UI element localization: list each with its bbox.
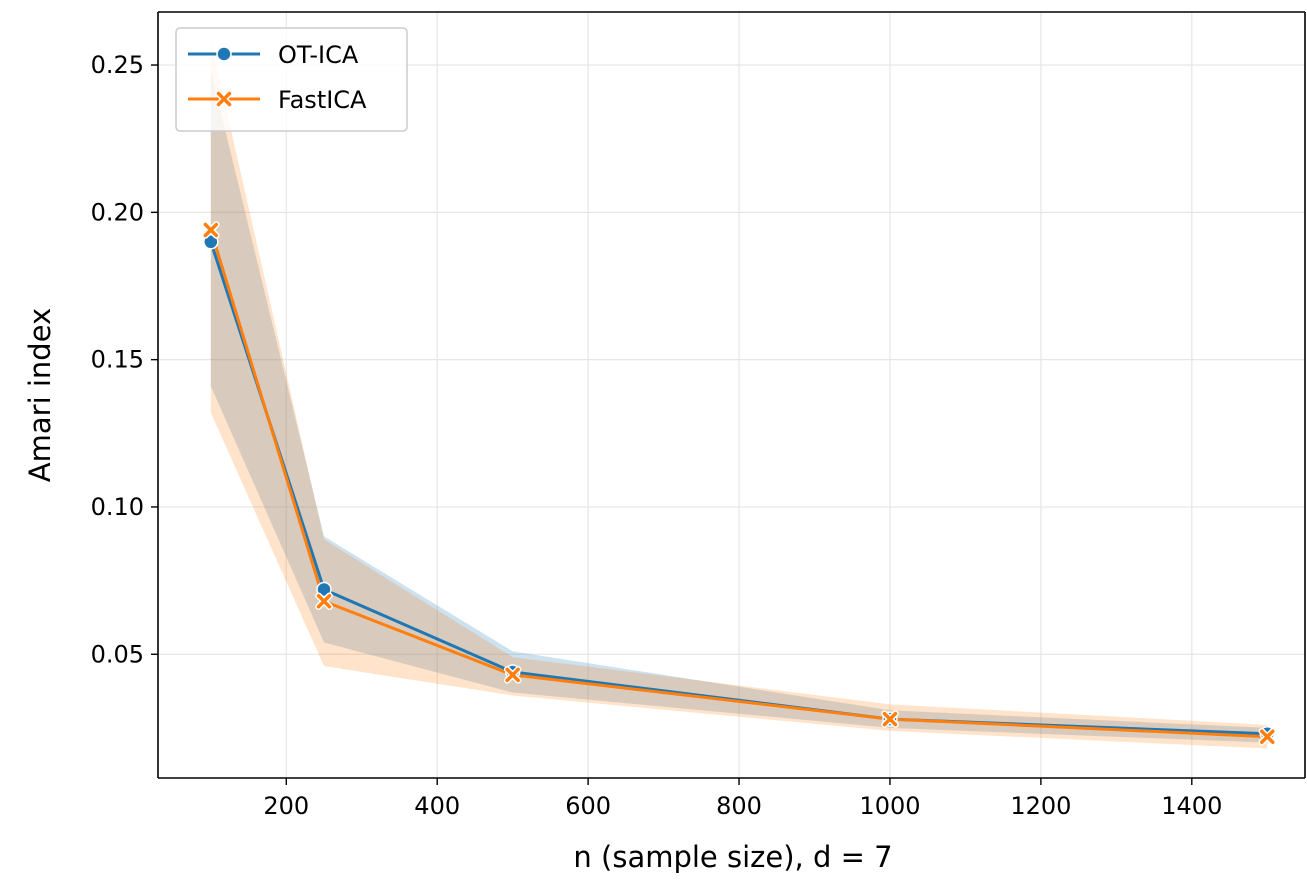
data-point-fastica bbox=[202, 221, 220, 239]
x-tick-label: 200 bbox=[263, 792, 309, 820]
legend-label: FastICA bbox=[278, 86, 367, 114]
legend-entry-fastica: FastICA bbox=[188, 86, 367, 114]
x-tick-label: 400 bbox=[414, 792, 460, 820]
legend: OT-ICA FastICA bbox=[175, 27, 408, 132]
legend-entry-ot-ica: OT-ICA bbox=[188, 41, 359, 69]
y-tick-label: 0.20 bbox=[91, 198, 144, 226]
y-tick-label: 0.05 bbox=[91, 640, 144, 668]
data-point-fastica bbox=[881, 710, 899, 728]
y-tick-label: 0.15 bbox=[91, 346, 144, 374]
x-tick-label: 1000 bbox=[859, 792, 920, 820]
x-axis-label: n (sample size), d = 7 bbox=[573, 840, 892, 874]
axis-ticks: 200 400 600 800 1000 1200 1400 0.05 0.10 0.15 0.20… bbox=[91, 51, 1223, 820]
y-tick-label: 0.25 bbox=[91, 51, 144, 79]
legend-entries: OT-ICA FastICA bbox=[188, 41, 367, 114]
data-point-fastica bbox=[1258, 728, 1277, 746]
y-axis-label: Amari index bbox=[23, 308, 57, 482]
x-tick-label: 800 bbox=[716, 792, 762, 820]
series-markers bbox=[202, 221, 1277, 746]
axes-frame bbox=[157, 11, 1306, 779]
data-point-ot-ica bbox=[316, 581, 332, 598]
data-point-ot-ica bbox=[203, 234, 219, 250]
y-tick-label: 0.10 bbox=[91, 493, 144, 521]
legend-marker-fastica bbox=[215, 90, 233, 108]
x-tick-label: 1200 bbox=[1010, 792, 1071, 820]
legend-marker-ot-ica bbox=[216, 46, 232, 62]
x-tick-label: 600 bbox=[565, 792, 611, 820]
data-point-fastica bbox=[315, 592, 333, 610]
x-tick-label: 1400 bbox=[1161, 792, 1222, 820]
data-point-fastica bbox=[503, 666, 522, 684]
legend-label: OT-ICA bbox=[278, 41, 359, 69]
